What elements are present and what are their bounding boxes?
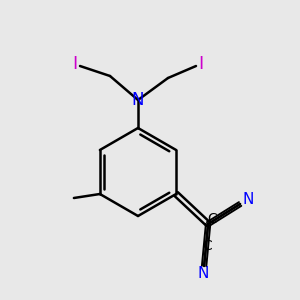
Text: C: C [207,212,217,226]
Text: N: N [197,266,209,281]
Text: I: I [198,55,204,73]
Text: N: N [242,191,254,206]
Text: C: C [202,239,212,253]
Text: I: I [72,55,78,73]
Text: N: N [132,91,144,109]
